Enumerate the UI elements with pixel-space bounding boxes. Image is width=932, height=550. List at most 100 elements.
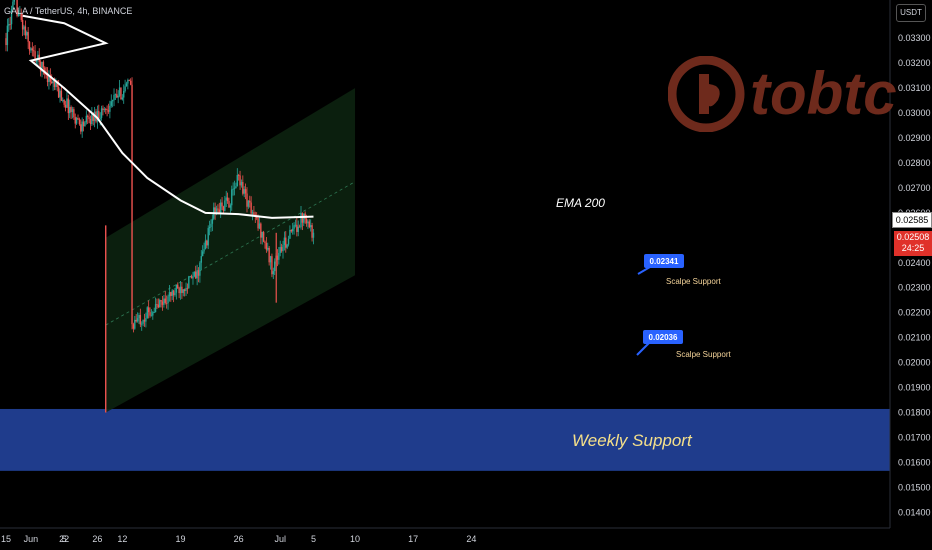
candle-body <box>129 80 132 85</box>
candle-body <box>141 323 143 325</box>
candle-body <box>242 182 244 194</box>
y-tick-label: 0.02900 <box>898 133 931 143</box>
candle-body <box>128 79 130 81</box>
candle-body <box>127 79 129 84</box>
candle-body <box>66 98 68 108</box>
candle-body <box>121 97 124 100</box>
candle-body <box>13 0 16 2</box>
candle-body <box>297 226 299 232</box>
candle-body <box>286 244 288 248</box>
candle-body <box>290 229 293 232</box>
candle-body <box>214 207 216 214</box>
candle-body <box>69 107 71 114</box>
candle-body <box>163 298 165 305</box>
candle-body <box>98 110 100 118</box>
candle-body <box>243 189 245 194</box>
candle-body <box>37 54 39 60</box>
candle-body <box>157 304 160 308</box>
candle-body <box>118 87 121 96</box>
x-tick-label: 26 <box>92 534 102 544</box>
x-tick-label: 26 <box>234 534 244 544</box>
candle-body <box>34 51 36 62</box>
candle-body <box>100 108 103 118</box>
candle-body <box>204 240 207 250</box>
candle-body <box>149 312 151 316</box>
candle-body <box>282 244 284 252</box>
candle-body <box>267 247 269 250</box>
candle-body <box>272 271 275 275</box>
candle-body <box>103 109 106 111</box>
support-markers: 0.02341 Scalpe Support 0.02036 Scalpe Su… <box>636 254 731 359</box>
candle-body <box>49 75 52 82</box>
y-tick-label: 0.01900 <box>898 383 931 393</box>
candle-body <box>142 319 144 324</box>
candle-body <box>303 213 305 223</box>
candle-body <box>70 107 72 113</box>
x-tick-label: Jul <box>274 534 286 544</box>
candle-body <box>60 90 63 101</box>
candle-body <box>106 109 108 111</box>
candle-body <box>287 238 290 245</box>
y-tick-label: 0.01400 <box>898 507 931 517</box>
candle-body <box>31 48 34 51</box>
candle-body <box>300 213 302 228</box>
candle-body <box>105 109 107 110</box>
candle-body <box>181 286 183 293</box>
candle-body <box>183 289 186 291</box>
marker-label-1: Scalpe Support <box>666 277 721 286</box>
candle-body <box>188 276 190 289</box>
candle-body <box>250 202 252 214</box>
y-tick-label: 0.02300 <box>898 283 931 293</box>
candle-body <box>174 292 176 296</box>
candle-body <box>33 50 35 52</box>
candle-body <box>203 249 205 252</box>
candle-body <box>233 188 236 190</box>
candle-body <box>301 213 304 223</box>
candle-body <box>138 315 140 319</box>
candle-body <box>145 318 147 322</box>
candle-body <box>165 302 168 304</box>
candle-body <box>289 229 291 239</box>
candle-body <box>64 104 67 108</box>
candle-body <box>201 251 204 257</box>
candle-body <box>171 290 173 296</box>
candle-body <box>42 61 45 68</box>
y-tick-label: 0.02800 <box>898 158 931 168</box>
candle-body <box>224 200 226 211</box>
currency-selector[interactable]: USDT <box>896 4 926 22</box>
candle-body <box>185 287 187 291</box>
candle-body <box>111 100 114 102</box>
candle-body <box>210 223 212 227</box>
y-tick-label: 0.02100 <box>898 333 931 343</box>
candle-body <box>55 81 57 87</box>
candle-body <box>298 226 301 228</box>
y-tick-label: 0.02700 <box>898 183 931 193</box>
candle-body <box>82 121 85 127</box>
candle-body <box>154 304 157 313</box>
y-tick-label: 0.01600 <box>898 457 931 467</box>
candle-body <box>311 225 313 238</box>
marker-pointer-2 <box>636 342 650 356</box>
candle-body <box>206 240 208 246</box>
candle-body <box>46 74 49 83</box>
price-channel <box>105 88 356 413</box>
y-tick-label: 0.01500 <box>898 482 931 492</box>
candle-body <box>143 319 146 322</box>
x-tick-label: 5 <box>311 534 316 544</box>
candle-body <box>114 94 117 96</box>
y-tick-label: 0.01800 <box>898 407 931 417</box>
candle-body <box>186 287 189 289</box>
weekly-support-zone: Weekly Support <box>0 408 890 471</box>
candle-body <box>67 98 70 114</box>
candle-body <box>80 124 82 132</box>
candle-body <box>75 117 78 124</box>
x-tick-label: 17 <box>408 534 418 544</box>
candle-body <box>226 197 229 201</box>
candle-body <box>16 0 18 16</box>
marker-value-2: 0.02036 <box>649 333 678 342</box>
candle-body <box>48 75 50 83</box>
candle-body <box>84 122 86 127</box>
candle-body <box>283 237 286 245</box>
candle-body <box>9 24 11 25</box>
